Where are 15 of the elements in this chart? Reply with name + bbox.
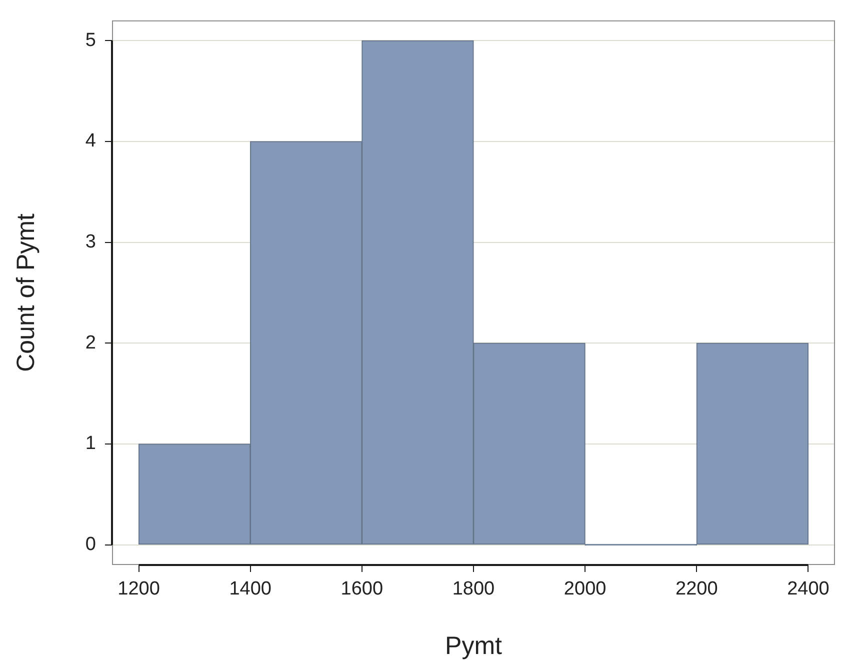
x-tick-label: 1200 bbox=[118, 578, 160, 600]
x-tick-label: 1600 bbox=[340, 578, 384, 600]
x-tick-label: 1800 bbox=[452, 578, 495, 600]
y-tick-label: 1 bbox=[85, 433, 96, 454]
y-tick-label: 2 bbox=[85, 332, 96, 354]
y-tick-label: 5 bbox=[85, 30, 96, 51]
x-tick-label: 1400 bbox=[229, 578, 272, 600]
x-tick-label: 2000 bbox=[564, 578, 606, 600]
y-tick-label: 3 bbox=[85, 232, 96, 253]
x-tick-label: 2200 bbox=[676, 578, 718, 600]
y-axis-title: Count of Pymt bbox=[12, 213, 40, 372]
x-tick-label: 2400 bbox=[787, 578, 830, 600]
y-tick-label: 4 bbox=[85, 130, 96, 152]
y-tick-label: 0 bbox=[85, 534, 96, 556]
x-axis-title: Pymt bbox=[445, 632, 502, 660]
